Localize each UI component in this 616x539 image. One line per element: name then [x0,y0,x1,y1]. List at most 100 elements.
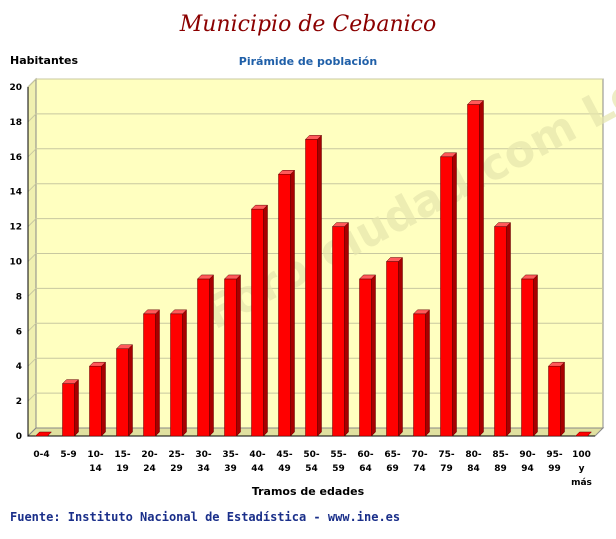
bar-side [452,152,457,437]
x-tick-label: 10- [87,450,104,460]
x-tick-label: 69 [386,464,399,474]
bar-top [169,309,188,315]
x-tick-label: 34 [197,464,210,474]
y-tick-label: 4 [16,362,22,372]
x-tick-label: 70- [411,450,428,460]
x-tick-label: 45- [276,450,293,460]
bar-side [155,309,160,437]
bar [34,431,53,437]
x-tick-label: 64 [359,464,372,474]
source-credit: Fuente: Instituto Nacional de Estadístic… [10,510,401,524]
x-tick-label: 50- [303,450,320,460]
chart-subtitle: Pirámide de población [238,55,378,68]
gridline-side [27,78,37,88]
x-axis-label: Tramos de edades [251,485,365,498]
x-tick-label: 55- [330,450,347,460]
x-tick-label: 25- [168,450,185,460]
bar-top [547,361,566,367]
y-tick-label: 12 [9,223,22,233]
bar [521,278,534,437]
x-tick-label: 99 [548,464,561,474]
bar [548,365,561,437]
bar-side [479,99,484,437]
bar-side [425,309,430,437]
x-tick-label: 60- [357,450,374,460]
x-tick-label: 24 [143,464,156,474]
gridline-side [27,357,37,367]
bar-side [182,309,187,437]
x-tick-label: 75- [438,450,455,460]
bar-top [439,152,458,158]
x-tick-label: 94 [521,464,534,474]
bar-top [61,379,80,384]
bar-side [560,361,565,437]
bar-side [344,221,349,437]
x-tick-label: 95- [546,450,563,460]
x-tick-label: 59 [332,464,345,474]
bar-side [317,134,322,437]
bar [89,365,102,437]
bar [574,431,593,437]
x-tick-label: 80- [465,450,482,460]
bar-top [412,309,431,315]
y-tick-label: 14 [9,188,22,198]
x-tick-label: 65- [384,450,401,460]
x-tick-label: 84 [467,464,480,474]
y-tick-label: 8 [16,292,22,302]
x-tick-label: 74 [413,464,426,474]
y-tick-label: 2 [16,397,22,407]
bar-top [88,361,107,367]
y-tick-label: 16 [9,153,22,163]
bar-top [115,344,134,349]
x-tick-label: 40- [249,450,266,460]
y-tick-label: 10 [9,258,22,268]
x-tick-label: 30- [195,450,212,460]
y-tick-label: 6 [16,327,22,337]
bar-side [263,204,268,437]
bar [305,139,318,437]
gridline-side [27,148,37,158]
bar [278,174,291,437]
bar-top [466,100,485,105]
chart-title: Municipio de Cebanico [179,12,437,37]
bar-top [196,274,215,280]
gridline-side [27,218,37,227]
bar-side [128,344,133,437]
gridline-side [27,392,37,402]
x-tick-label: 90- [519,450,536,460]
x-tick-label: 100 [572,450,591,460]
bar [116,348,129,437]
x-tick-label: 20- [141,450,158,460]
bar [494,226,507,437]
x-tick-label: 85- [492,450,509,460]
x-tick-label: 54 [305,464,318,474]
bar-side [101,361,106,437]
bar [170,313,183,437]
bar [224,278,237,437]
bar [197,278,210,437]
bar [440,156,453,437]
bar-side [290,169,295,437]
x-tick-label: 29 [170,464,183,474]
x-tick-label: 0-4 [33,450,49,460]
bar-top [358,274,377,280]
bar [467,104,480,437]
x-tick-label: 39 [224,464,237,474]
bar-top [142,309,161,315]
bar-top [250,204,269,210]
bar-top [520,274,539,280]
y-tick-label: 20 [9,83,22,93]
x-tick-label: 35- [222,450,239,460]
gridline-side [27,183,37,193]
bar-top [223,274,242,280]
gridline-side [27,253,37,262]
bar [62,383,75,437]
bar-top [277,170,296,175]
bar-top [331,222,350,227]
x-tick-label: 49 [278,464,291,474]
x-tick-label: 15- [114,450,131,460]
bar-side [533,274,538,437]
x-tick-label: 5-9 [60,450,76,460]
bar-side [506,221,511,437]
